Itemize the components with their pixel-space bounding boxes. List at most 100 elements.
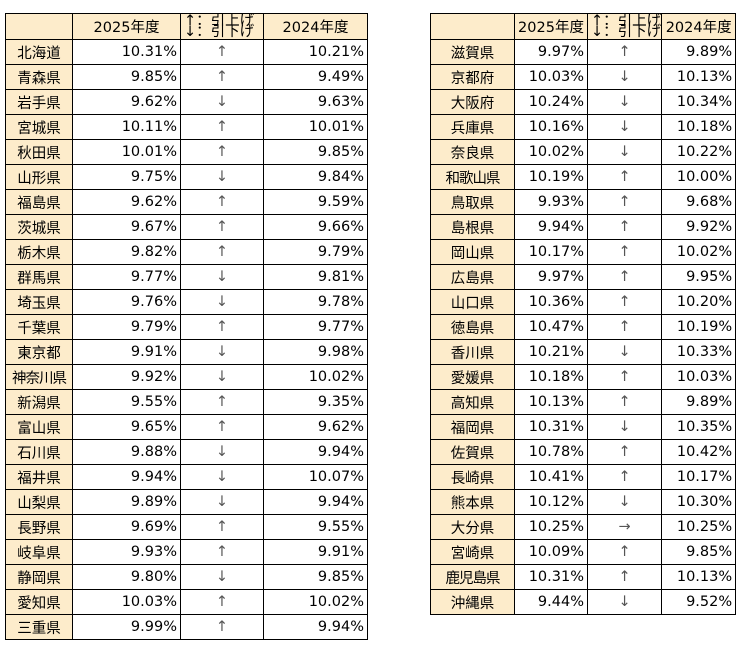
- prefecture-name: 神奈川県: [5, 364, 73, 390]
- prefecture-name: 鳥取県: [430, 189, 515, 215]
- change-arrow-icon: ↓: [586, 414, 663, 440]
- table-row: 群馬県 9.77% ↓ 9.81%: [5, 264, 368, 290]
- rate-2024: 10.00%: [661, 164, 737, 190]
- prefecture-name: 新潟県: [5, 389, 73, 415]
- rate-2025: 10.16%: [514, 114, 588, 140]
- legend-up: ↑：引上げ: [184, 13, 255, 29]
- prefecture-name: 栃木県: [5, 239, 73, 265]
- rate-2025: 9.93%: [72, 539, 181, 565]
- table-row: 宮崎県 10.09% ↑ 9.85%: [430, 539, 737, 565]
- change-arrow-icon: ↓: [180, 289, 264, 315]
- rate-2025: 10.13%: [514, 389, 588, 415]
- prefecture-name: 愛媛県: [430, 364, 515, 390]
- prefecture-name: 岩手県: [5, 89, 73, 115]
- prefecture-name: 香川県: [430, 339, 515, 365]
- table-row: 茨城県 9.67% ↑ 9.66%: [5, 214, 368, 240]
- rate-2025: 10.12%: [514, 489, 588, 515]
- table-row: 佐賀県 10.78% ↑ 10.42%: [430, 439, 737, 465]
- rate-2024: 9.95%: [661, 264, 737, 290]
- prefecture-name: 佐賀県: [430, 439, 515, 465]
- rate-2025: 10.18%: [514, 364, 588, 390]
- rate-2025: 10.24%: [514, 89, 588, 115]
- prefecture-name: 秋田県: [5, 139, 73, 165]
- change-arrow-icon: ↑: [586, 289, 663, 315]
- prefecture-name: 熊本県: [430, 489, 515, 515]
- rate-2024: 9.81%: [263, 264, 368, 290]
- rate-2025: 9.76%: [72, 289, 181, 315]
- rate-2025: 9.89%: [72, 489, 181, 515]
- rate-2025: 9.88%: [72, 439, 181, 465]
- rate-2024: 9.62%: [263, 414, 368, 440]
- change-arrow-icon: ↑: [586, 264, 663, 290]
- table-row: 埼玉県 9.76% ↓ 9.78%: [5, 289, 368, 315]
- rate-2025: 10.21%: [514, 339, 588, 365]
- rate-2024: 9.77%: [263, 314, 368, 340]
- prefecture-name: 千葉県: [5, 314, 73, 340]
- rate-2024: 9.49%: [263, 64, 368, 90]
- change-arrow-icon: ↑: [586, 164, 663, 190]
- prefecture-name: 長野県: [5, 514, 73, 540]
- table-row: 京都府 10.03% ↓ 10.13%: [430, 64, 737, 90]
- table-row: 石川県 9.88% ↓ 9.94%: [5, 439, 368, 465]
- table-row: 千葉県 9.79% ↑ 9.77%: [5, 314, 368, 340]
- header-legend: ↑：引上げ ↓：引下げ: [586, 13, 663, 40]
- rate-2025: 10.01%: [72, 139, 181, 165]
- table-row: 山形県 9.75% ↓ 9.84%: [5, 164, 368, 190]
- prefecture-name: 埼玉県: [5, 289, 73, 315]
- prefecture-name: 東京都: [5, 339, 73, 365]
- prefecture-name: 兵庫県: [430, 114, 515, 140]
- prefecture-name: 大阪府: [430, 89, 515, 115]
- prefecture-name: 静岡県: [5, 564, 73, 590]
- change-arrow-icon: ↑: [180, 214, 264, 240]
- change-arrow-icon: ↓: [586, 339, 663, 365]
- prefecture-name: 山口県: [430, 289, 515, 315]
- table-row: 島根県 9.94% ↑ 9.92%: [430, 214, 737, 240]
- table-row: 沖縄県 9.44% ↓ 9.52%: [430, 589, 737, 615]
- rate-2024: 10.22%: [661, 139, 737, 165]
- rate-2025: 9.92%: [72, 364, 181, 390]
- table-row: 岩手県 9.62% ↓ 9.63%: [5, 89, 368, 115]
- rate-2024: 9.94%: [263, 439, 368, 465]
- header-blank: [5, 13, 73, 40]
- rate-2024: 10.13%: [661, 564, 737, 590]
- prefecture-name: 福井県: [5, 464, 73, 490]
- prefecture-name: 広島県: [430, 264, 515, 290]
- prefecture-name: 福島県: [5, 189, 73, 215]
- rate-2024: 10.34%: [661, 89, 737, 115]
- table-row: 宮城県 10.11% ↑ 10.01%: [5, 114, 368, 140]
- change-arrow-icon: ↑: [180, 614, 264, 640]
- change-arrow-icon: ↑: [180, 589, 264, 615]
- rate-2024: 9.84%: [263, 164, 368, 190]
- rate-2025: 9.65%: [72, 414, 181, 440]
- rate-2024: 10.02%: [263, 364, 368, 390]
- header-2024: 2024年度: [263, 13, 368, 40]
- change-arrow-icon: ↓: [180, 339, 264, 365]
- legend-up: ↑：引上げ: [591, 13, 662, 29]
- table-row: 三重県 9.99% ↑ 9.94%: [5, 614, 368, 640]
- prefecture-name: 岡山県: [430, 239, 515, 265]
- rate-2024: 10.01%: [263, 114, 368, 140]
- rate-2025: 9.97%: [514, 264, 588, 290]
- change-arrow-icon: ↓: [180, 264, 264, 290]
- header-row: 2025年度 ↑：引上げ ↓：引下げ 2024年度: [5, 13, 368, 40]
- change-arrow-icon: ↑: [586, 189, 663, 215]
- rate-2025: 10.31%: [72, 39, 181, 65]
- change-arrow-icon: ↑: [586, 389, 663, 415]
- prefecture-name: 富山県: [5, 414, 73, 440]
- table-row: 大分県 10.25% → 10.25%: [430, 514, 737, 540]
- table-row: 広島県 9.97% ↑ 9.95%: [430, 264, 737, 290]
- change-arrow-icon: ↓: [180, 564, 264, 590]
- rate-2025: 10.09%: [514, 539, 588, 565]
- rate-2025: 10.03%: [514, 64, 588, 90]
- table-row: 福井県 9.94% ↓ 10.07%: [5, 464, 368, 490]
- change-arrow-icon: ↓: [586, 89, 663, 115]
- rate-2024: 10.18%: [661, 114, 737, 140]
- change-arrow-icon: ↑: [180, 239, 264, 265]
- prefecture-name: 大分県: [430, 514, 515, 540]
- table-row: 和歌山県 10.19% ↑ 10.00%: [430, 164, 737, 190]
- table-row: 長崎県 10.41% ↑ 10.17%: [430, 464, 737, 490]
- change-arrow-icon: ↑: [180, 64, 264, 90]
- change-arrow-icon: ↑: [586, 39, 663, 65]
- rate-2025: 9.94%: [514, 214, 588, 240]
- table-row: 福島県 9.62% ↑ 9.59%: [5, 189, 368, 215]
